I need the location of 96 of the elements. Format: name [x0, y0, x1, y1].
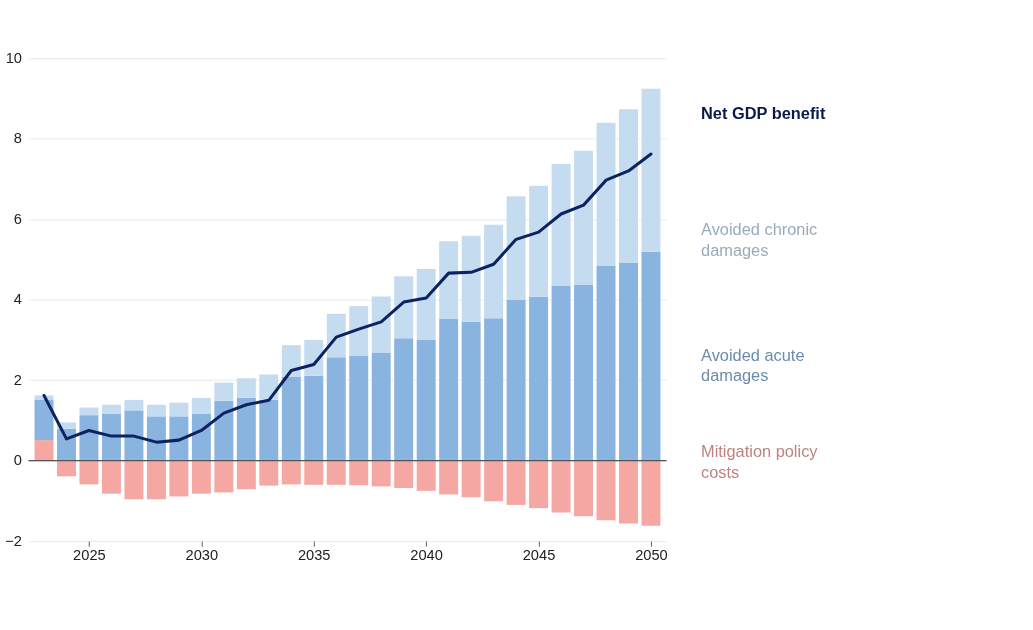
bar: [259, 460, 279, 486]
bar: [529, 460, 549, 509]
y-tick-label: 8: [13, 130, 22, 147]
bar: [439, 460, 459, 495]
bar: [79, 460, 99, 485]
y-tick-label: −2: [5, 532, 22, 549]
text: Avoided acute damages: [701, 345, 805, 385]
bar: [461, 460, 481, 498]
bar: [281, 345, 301, 377]
bar: [146, 404, 166, 417]
y-tick-label: 0: [13, 452, 22, 469]
bar: [79, 415, 99, 461]
text: Net GDP benefit: [701, 103, 826, 122]
bar: [169, 460, 189, 497]
bar: [371, 296, 391, 353]
bar: [259, 399, 279, 461]
bar: [79, 407, 99, 416]
bar: [641, 88, 661, 252]
y-tick-label: 2: [13, 371, 22, 388]
bar: [34, 399, 54, 441]
bar: [461, 235, 481, 322]
bar: [394, 276, 414, 339]
bar: [506, 196, 526, 301]
bar: [349, 355, 369, 461]
bar: [236, 397, 256, 461]
bar: [214, 460, 234, 493]
bar: [281, 460, 301, 485]
bar: [146, 460, 166, 500]
bar: [529, 296, 549, 461]
bar: [169, 402, 189, 417]
bar: [439, 241, 459, 319]
bar: [281, 376, 301, 461]
bar: [574, 150, 594, 285]
bar: [191, 397, 211, 414]
bar: [619, 263, 638, 461]
bar: [191, 413, 211, 461]
bar: [641, 460, 661, 526]
bar: [371, 460, 391, 487]
bar: [191, 460, 211, 494]
bar: [596, 122, 616, 266]
bar: [146, 416, 166, 461]
bar: [619, 460, 638, 524]
bar: [124, 399, 144, 411]
bar: [619, 109, 638, 264]
bar: [596, 460, 616, 521]
bar: [461, 321, 481, 461]
bar: [484, 224, 504, 319]
bar: [349, 460, 369, 486]
bar: [371, 352, 391, 461]
x-tick-label: 2050: [635, 546, 668, 563]
bar: [416, 269, 436, 340]
bar: [394, 460, 414, 489]
y-tick-label: 4: [13, 291, 22, 308]
bar: [101, 460, 121, 494]
bar: [124, 460, 144, 500]
bar: [596, 265, 616, 461]
x-tick-label: 2040: [410, 546, 443, 563]
x-tick-label: 2025: [73, 546, 106, 563]
bar: [529, 185, 549, 297]
bar: [506, 300, 526, 461]
bar: [484, 460, 504, 502]
bar: [214, 382, 234, 401]
text: Mitigation policy costs: [701, 442, 819, 482]
bar: [326, 313, 346, 358]
bar: [641, 251, 661, 461]
bar: [101, 404, 121, 414]
y-tick-label: 10: [5, 50, 22, 66]
bar: [236, 460, 256, 490]
bar: [416, 460, 436, 491]
x-tick-label: 2035: [297, 546, 331, 563]
bar: [304, 375, 324, 461]
bar: [124, 410, 144, 461]
bar: [236, 378, 256, 398]
bar: [349, 306, 369, 356]
bar: [551, 286, 571, 461]
text: Avoided chronic damages: [701, 220, 818, 259]
bar: [551, 460, 571, 513]
bar: [484, 318, 504, 461]
bar: [326, 357, 346, 461]
x-tick-label: 2030: [185, 546, 219, 563]
x-tick-label: 2045: [522, 546, 556, 563]
line-series: [42, 152, 653, 444]
bar: [214, 400, 234, 461]
bar: [574, 460, 594, 517]
bar: [439, 319, 459, 461]
bar: [57, 460, 76, 477]
bar: [169, 416, 189, 461]
bar: [304, 460, 324, 485]
bar: [34, 440, 54, 461]
bar: [394, 338, 414, 461]
bar: [574, 284, 594, 461]
bar: [416, 339, 436, 461]
bar: [551, 164, 571, 287]
bar: [506, 460, 526, 505]
bar: [326, 460, 346, 485]
y-tick-label: 6: [13, 210, 22, 227]
